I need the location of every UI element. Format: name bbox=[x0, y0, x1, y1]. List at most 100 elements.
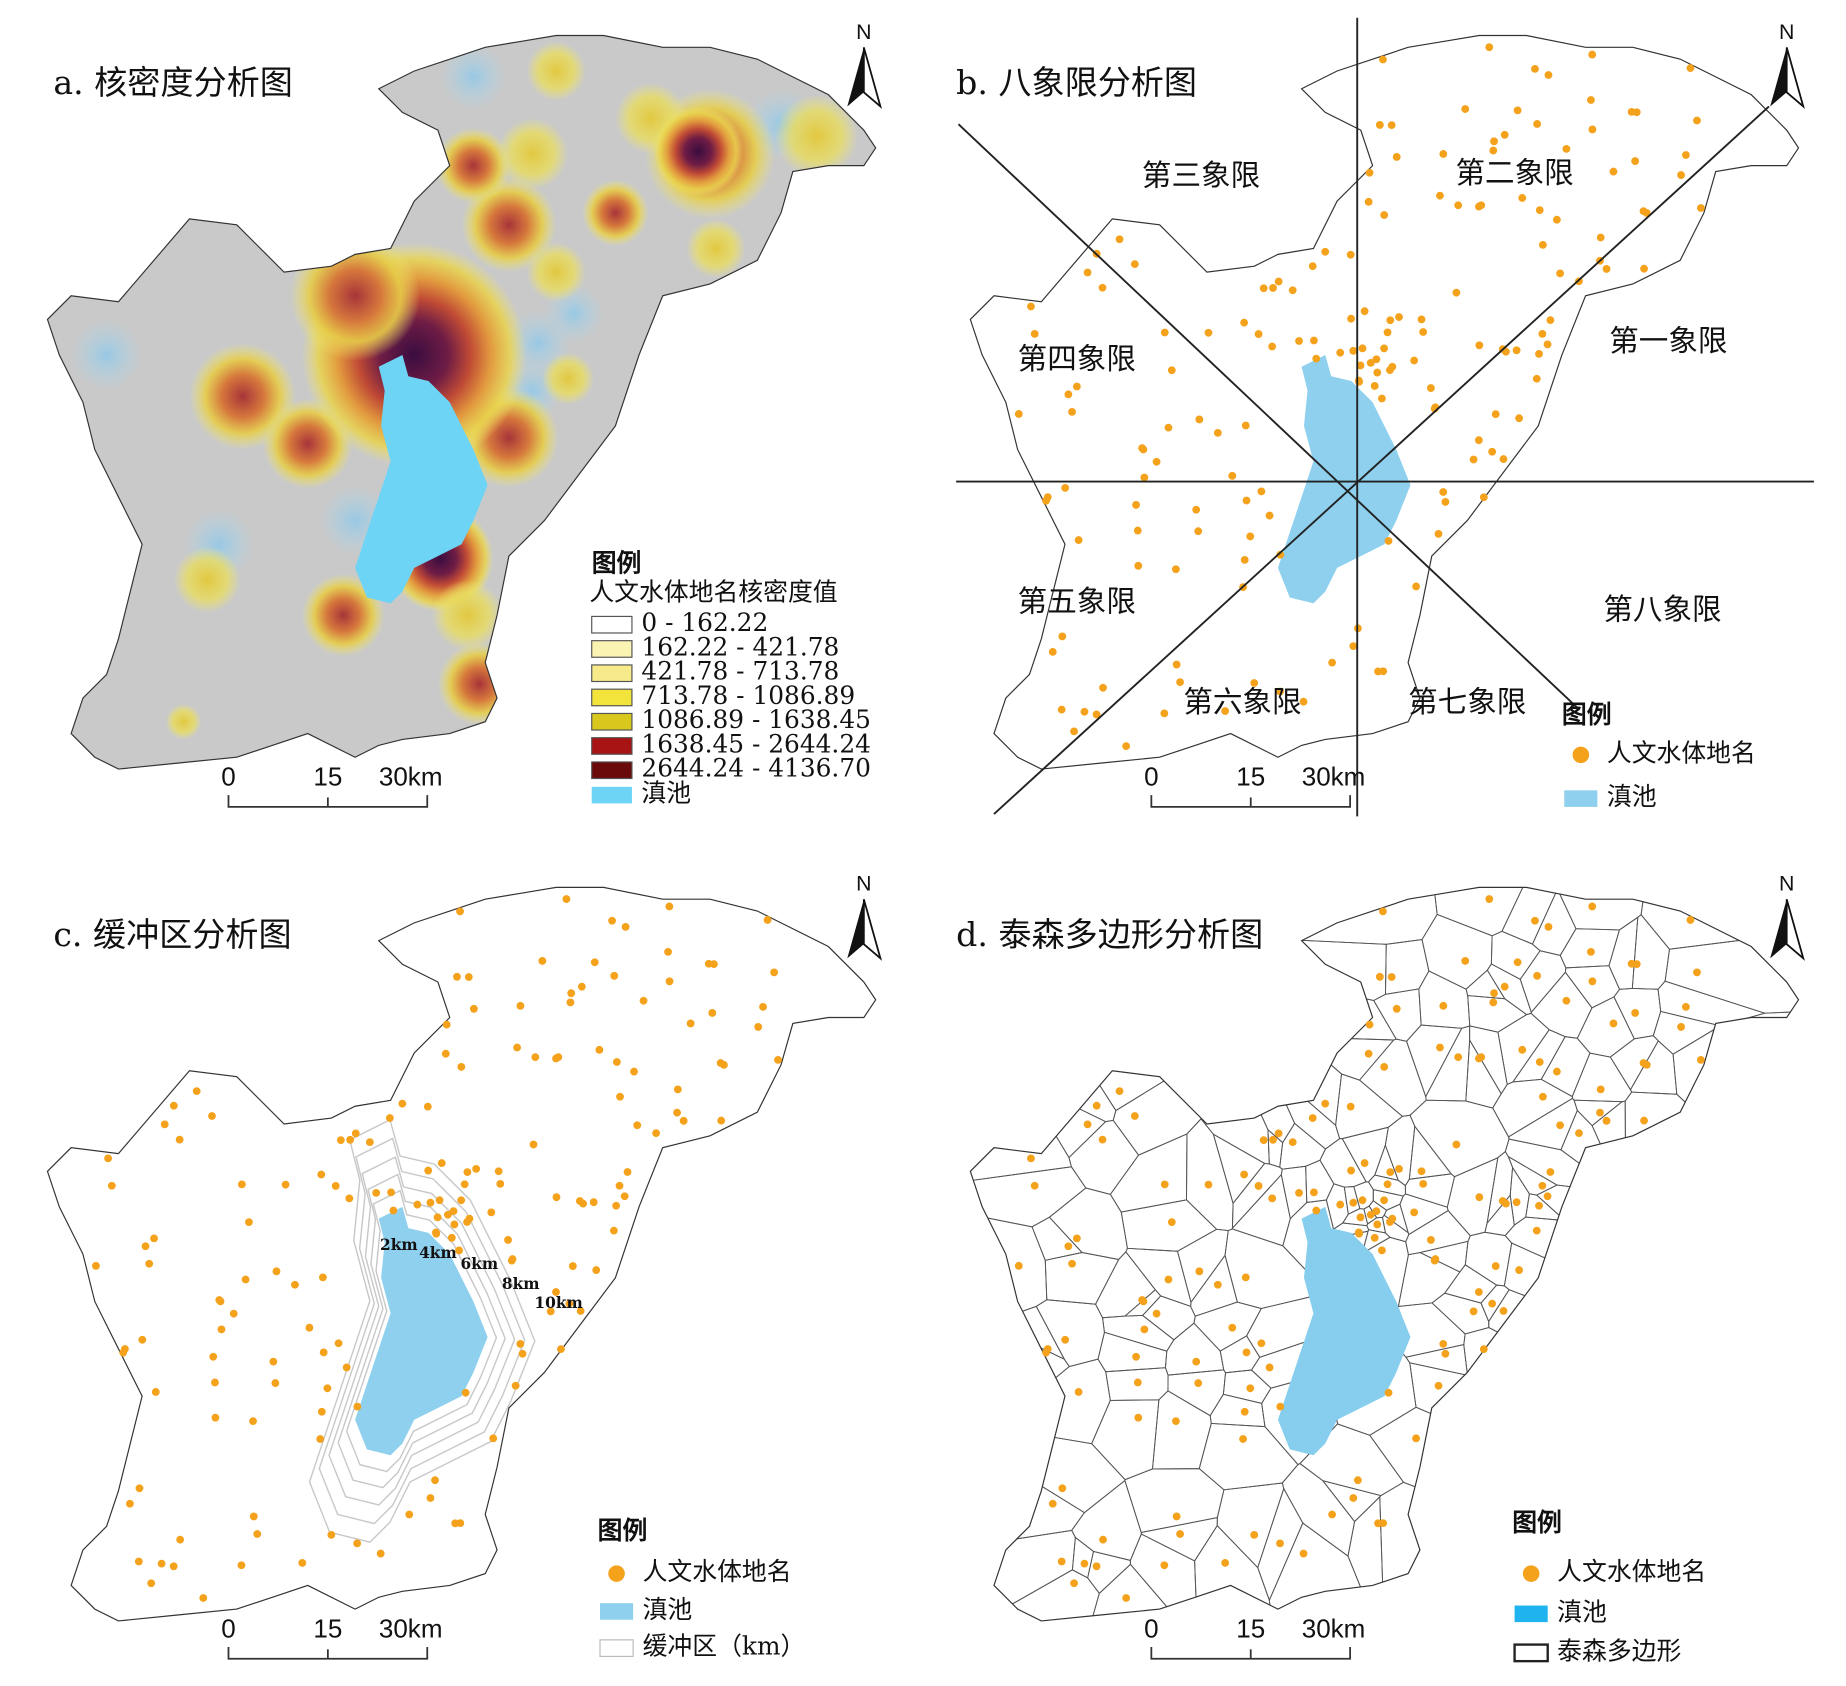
place-point bbox=[1696, 204, 1705, 212]
place-point bbox=[1057, 705, 1066, 714]
thiessen-cell bbox=[1035, 1299, 1105, 1368]
place-point bbox=[590, 958, 599, 967]
place-point bbox=[665, 902, 674, 911]
place-point bbox=[1461, 957, 1470, 965]
place-point bbox=[1436, 191, 1444, 200]
place-point bbox=[489, 1434, 498, 1443]
north-arrow bbox=[847, 899, 864, 959]
legend-point bbox=[1572, 746, 1590, 764]
place-point bbox=[1452, 1140, 1461, 1149]
place-point bbox=[1265, 1363, 1274, 1372]
place-point bbox=[1167, 366, 1176, 375]
thiessen-cell bbox=[1624, 1091, 1799, 1418]
place-point bbox=[413, 1200, 422, 1209]
place-point bbox=[494, 1167, 503, 1176]
place-point bbox=[1379, 55, 1387, 64]
place-point bbox=[673, 1108, 682, 1117]
place-point bbox=[633, 1121, 642, 1130]
place-point bbox=[376, 1549, 385, 1558]
region-outline bbox=[46, 886, 877, 1622]
place-point bbox=[1426, 384, 1435, 392]
place-point bbox=[1213, 1280, 1222, 1289]
place-point bbox=[1374, 1519, 1382, 1528]
octant-label: 第四象限 bbox=[1018, 342, 1136, 376]
place-point bbox=[317, 1170, 326, 1179]
place-point bbox=[1380, 1063, 1389, 1071]
place-point bbox=[1192, 1357, 1201, 1366]
place-point bbox=[211, 1378, 219, 1387]
place-point bbox=[1295, 1188, 1303, 1197]
place-point bbox=[387, 1188, 395, 1197]
region-outline bbox=[969, 886, 1800, 1622]
place-point bbox=[1538, 329, 1547, 338]
place-point bbox=[1354, 376, 1363, 385]
density-blob bbox=[542, 352, 595, 405]
place-point bbox=[1454, 201, 1463, 210]
thiessen-cell bbox=[1503, 1242, 1799, 1420]
density-blob bbox=[686, 218, 746, 279]
place-point bbox=[1439, 150, 1448, 158]
place-point bbox=[1130, 260, 1139, 269]
place-point bbox=[119, 1348, 128, 1357]
place-point bbox=[1160, 709, 1169, 718]
place-point bbox=[615, 1181, 624, 1190]
place-point bbox=[518, 1349, 527, 1358]
place-point bbox=[538, 957, 547, 965]
place-point bbox=[317, 1407, 326, 1416]
place-point bbox=[511, 1381, 520, 1390]
place-point bbox=[334, 1339, 343, 1348]
place-point bbox=[1068, 1259, 1076, 1268]
place-point bbox=[237, 1561, 246, 1570]
place-point bbox=[1171, 1417, 1180, 1426]
place-point bbox=[1535, 206, 1544, 215]
place-point bbox=[1365, 168, 1374, 177]
scale-label: 0 bbox=[1144, 1613, 1158, 1643]
place-point bbox=[1373, 1220, 1382, 1229]
place-point bbox=[1048, 647, 1057, 656]
thiessen-cell bbox=[1071, 1479, 1142, 1561]
place-point bbox=[1241, 421, 1250, 430]
legend-title: 图例 bbox=[598, 1516, 648, 1545]
density-blob bbox=[526, 41, 586, 101]
place-point bbox=[1204, 328, 1213, 337]
panel-title: b. 八象限分析图 bbox=[956, 63, 1197, 102]
place-point bbox=[1512, 1198, 1521, 1207]
legend-label: 1638.45 - 2644.24 bbox=[641, 729, 871, 758]
place-point bbox=[1098, 1135, 1107, 1144]
place-point bbox=[1160, 1180, 1169, 1189]
place-point bbox=[1378, 394, 1386, 403]
place-point bbox=[217, 1325, 226, 1334]
place-point bbox=[1375, 972, 1384, 981]
density-halo bbox=[71, 319, 143, 391]
place-point bbox=[592, 1266, 601, 1274]
place-point bbox=[1588, 125, 1597, 134]
place-point bbox=[554, 1053, 563, 1062]
north-arrow bbox=[1770, 899, 1787, 959]
place-point bbox=[107, 1181, 116, 1190]
legend-label: 2644.24 - 4136.70 bbox=[641, 754, 871, 783]
place-point bbox=[1543, 340, 1552, 349]
place-point bbox=[437, 1159, 446, 1167]
place-point bbox=[1360, 1159, 1369, 1167]
place-point bbox=[1395, 1165, 1403, 1173]
place-point bbox=[1140, 473, 1149, 482]
place-point bbox=[754, 1023, 763, 1031]
place-point bbox=[1477, 1053, 1486, 1062]
place-point bbox=[621, 922, 630, 931]
thiessen-cell bbox=[1559, 928, 1621, 969]
place-point bbox=[1115, 235, 1124, 244]
place-point bbox=[1092, 710, 1101, 719]
place-point bbox=[516, 1001, 525, 1010]
place-point bbox=[269, 1357, 278, 1366]
thiessen-cell bbox=[1048, 1187, 1128, 1260]
place-point bbox=[1499, 1307, 1508, 1315]
place-point bbox=[455, 1246, 463, 1255]
place-point bbox=[450, 1220, 459, 1229]
legend-swatch bbox=[1564, 790, 1598, 807]
place-point bbox=[1014, 410, 1023, 418]
place-point bbox=[351, 1129, 360, 1138]
buffer-ring bbox=[308, 1118, 536, 1544]
place-point bbox=[673, 1085, 682, 1094]
place-point bbox=[1681, 1003, 1690, 1011]
place-point bbox=[245, 1218, 253, 1227]
